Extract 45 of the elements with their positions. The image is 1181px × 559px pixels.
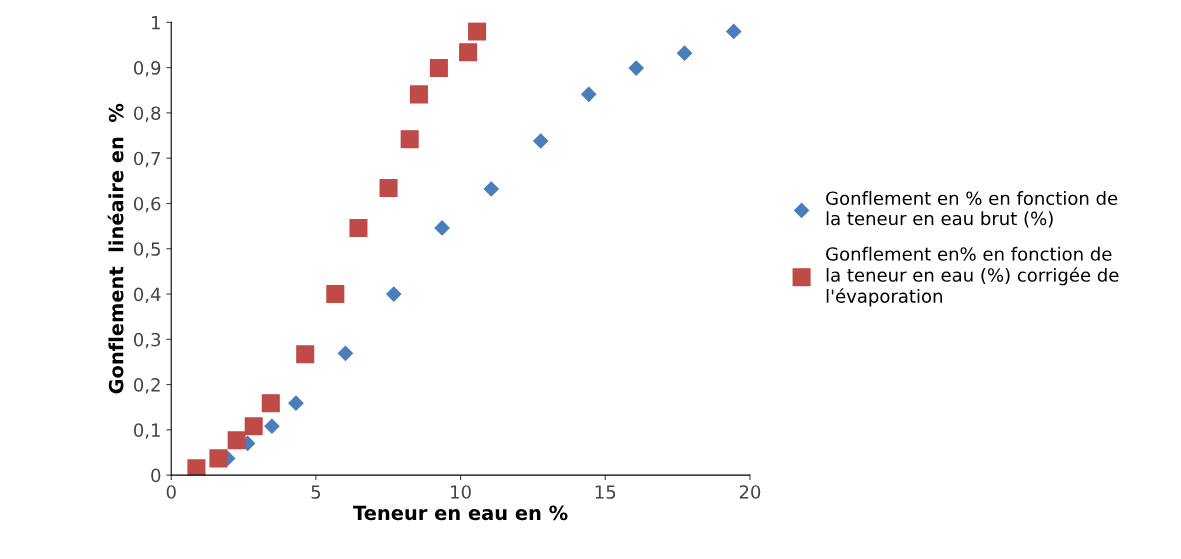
point <box>483 181 499 197</box>
y-tick-label: 0,8 <box>134 106 161 122</box>
y-tick-label: 0,1 <box>134 423 160 439</box>
point <box>187 459 206 476</box>
point <box>261 394 280 413</box>
y-tick-label: 1 <box>152 16 160 30</box>
point <box>296 345 315 364</box>
y-tick-label: 0 <box>151 468 161 483</box>
point <box>628 60 644 76</box>
legend-label: Gonflement en % en fonction de la teneur en eau brut (%) <box>826 191 1118 228</box>
point <box>386 286 402 302</box>
point <box>581 86 597 102</box>
point <box>349 218 368 237</box>
x-axis-title: Teneur en eau en % <box>353 505 568 521</box>
y-tick-label: 0,6 <box>134 196 161 213</box>
point <box>468 22 487 41</box>
point <box>434 220 450 236</box>
x-tick-label: 0 <box>166 485 176 499</box>
y-tick-label: 0,4 <box>134 287 161 303</box>
x-tick-label: 20 <box>739 485 761 499</box>
point <box>244 417 263 436</box>
y-tick-label: 0,7 <box>134 151 160 168</box>
point <box>409 85 428 104</box>
point <box>400 130 419 149</box>
y-tick-label: 0,3 <box>134 332 161 349</box>
point <box>337 345 354 361</box>
legend-label: Gonflement en% en fonction de la teneur en eau (%) corrigée de l'évaporation <box>826 246 1119 307</box>
y-tick-label: 0,5 <box>134 242 160 258</box>
y-tick-label: 0,9 <box>134 61 161 77</box>
point <box>429 59 448 78</box>
x-tick-label: 5 <box>311 485 321 499</box>
x-tick-label: 15 <box>595 485 616 499</box>
y-axis-title: Gonflement linéaire en % <box>107 103 124 394</box>
point <box>227 431 246 450</box>
point <box>288 395 304 411</box>
point <box>379 179 398 198</box>
point <box>676 45 693 61</box>
point <box>459 43 478 62</box>
y-tick-label: 0,2 <box>134 378 160 394</box>
x-tick-label: 10 <box>451 485 471 499</box>
point <box>726 23 742 39</box>
point <box>533 133 549 149</box>
point <box>209 449 228 468</box>
point <box>326 285 345 304</box>
point <box>264 418 280 434</box>
